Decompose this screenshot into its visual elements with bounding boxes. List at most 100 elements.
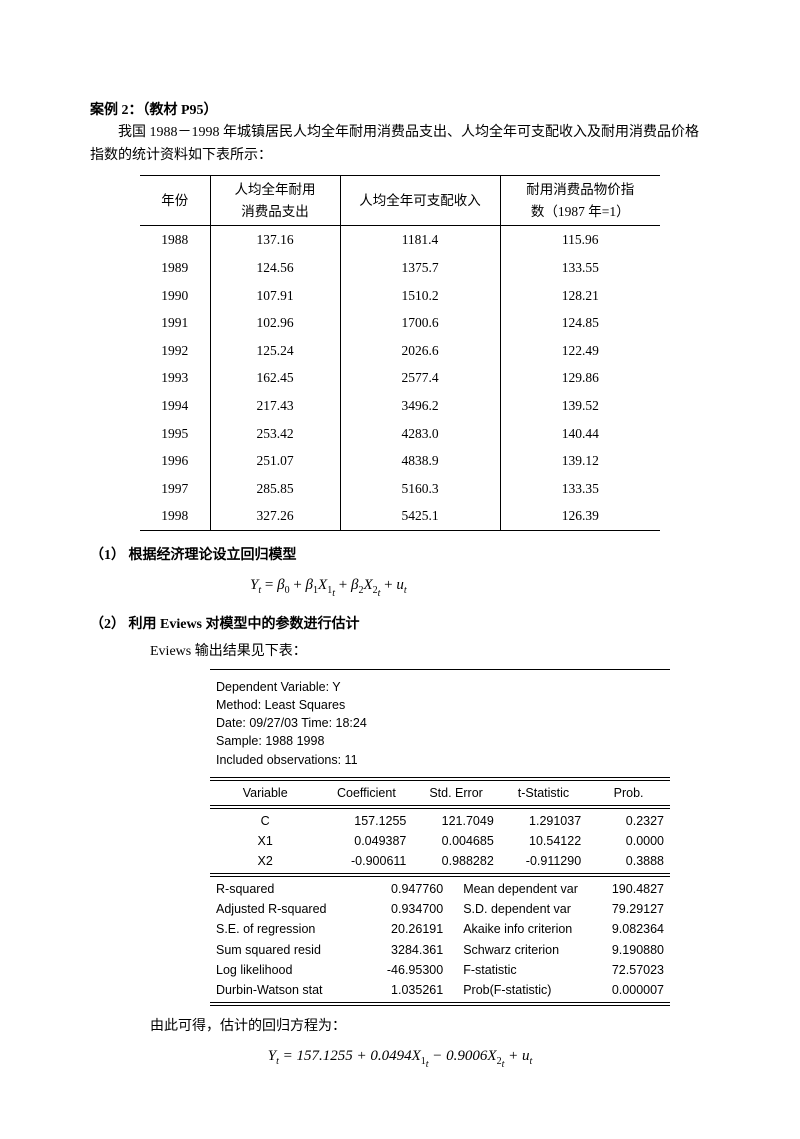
- table-cell: 1181.4: [340, 226, 500, 254]
- ev-h-se: Std. Error: [412, 783, 499, 803]
- table-row: 1996251.074838.9139.12: [140, 447, 660, 475]
- table-cell: 4283.0: [340, 420, 500, 448]
- table-header-row: 年份 人均全年耐用消费品支出 人均全年可支配收入 耐用消费品物价指数（1987 …: [140, 176, 660, 226]
- model-equation: Yt = β0 + β1X1t + β2X2t + ut: [90, 573, 710, 602]
- table-cell: 162.45: [210, 364, 340, 392]
- table-cell: 1988: [140, 226, 210, 254]
- table-cell: 1993: [140, 364, 210, 392]
- ev-meta-line: Date: 09/27/03 Time: 18:24: [216, 714, 664, 732]
- table-cell: 1375.7: [340, 254, 500, 282]
- table-cell: 115.96: [500, 226, 660, 254]
- table-cell: 1997: [140, 475, 210, 503]
- conclusion-lead: 由此可得，估计的回归方程为：: [150, 1016, 710, 1038]
- eviews-output: Dependent Variable: YMethod: Least Squar…: [210, 669, 670, 1006]
- ev-meta-line: Included observations: 11: [216, 751, 664, 769]
- case-title: 案例 2：（教材 P95）: [90, 100, 710, 122]
- table-cell: 1991: [140, 309, 210, 337]
- eviews-coef-body: C 157.1255 121.7049 1.291037 0.2327 X1 0…: [210, 811, 670, 871]
- table-cell: 128.21: [500, 282, 660, 310]
- table-cell: 107.91: [210, 282, 340, 310]
- table-row: 1994217.433496.2139.52: [140, 392, 660, 420]
- ev-h-coef: Coefficient: [320, 783, 412, 803]
- ev-coef-row: X2 -0.900611 0.988282 -0.911290 0.3888: [210, 851, 670, 871]
- table-cell: 1990: [140, 282, 210, 310]
- table-cell: 1510.2: [340, 282, 500, 310]
- table-row: 1988137.161181.4115.96: [140, 226, 660, 254]
- ev-stat-row: S.E. of regression 20.26191 Akaike info …: [210, 919, 670, 939]
- table-cell: 133.55: [500, 254, 660, 282]
- section-1-label: （1）: [90, 548, 125, 563]
- col-income: 人均全年可支配收入: [340, 176, 500, 226]
- col-year: 年份: [140, 176, 210, 226]
- table-row: 1993162.452577.4129.86: [140, 364, 660, 392]
- eviews-meta: Dependent Variable: YMethod: Least Squar…: [210, 676, 670, 775]
- section-2-subtitle: Eviews 输出结果见下表：: [90, 641, 710, 663]
- table-cell: 4838.9: [340, 447, 500, 475]
- data-table: 年份 人均全年耐用消费品支出 人均全年可支配收入 耐用消费品物价指数（1987 …: [140, 175, 660, 531]
- table-cell: 251.07: [210, 447, 340, 475]
- ev-h-var: Variable: [210, 783, 320, 803]
- ev-stat-row: Sum squared resid 3284.361 Schwarz crite…: [210, 940, 670, 960]
- table-cell: 124.85: [500, 309, 660, 337]
- table-cell: 139.12: [500, 447, 660, 475]
- ev-h-p: Prob.: [587, 783, 670, 803]
- table-cell: 126.39: [500, 502, 660, 530]
- eviews-coef-table: Variable Coefficient Std. Error t-Statis…: [210, 783, 670, 803]
- ev-coef-row: X1 0.049387 0.004685 10.54122 0.0000: [210, 831, 670, 851]
- table-cell: 1994: [140, 392, 210, 420]
- ev-h-t: t-Statistic: [500, 783, 587, 803]
- table-row: 1995253.424283.0140.44: [140, 420, 660, 448]
- table-cell: 102.96: [210, 309, 340, 337]
- table-cell: 1992: [140, 337, 210, 365]
- ev-stat-row: Log likelihood -46.95300 F-statistic 72.…: [210, 960, 670, 980]
- table-cell: 3496.2: [340, 392, 500, 420]
- table-cell: 133.35: [500, 475, 660, 503]
- table-cell: 2026.6: [340, 337, 500, 365]
- table-cell: 1995: [140, 420, 210, 448]
- table-cell: 1998: [140, 502, 210, 530]
- table-cell: 122.49: [500, 337, 660, 365]
- table-cell: 253.42: [210, 420, 340, 448]
- table-cell: 2577.4: [340, 364, 500, 392]
- eviews-stats: R-squared 0.947760 Mean dependent var 19…: [210, 879, 670, 1000]
- table-cell: 217.43: [210, 392, 340, 420]
- ev-meta-line: Sample: 1988 1998: [216, 732, 664, 750]
- ev-meta-line: Method: Least Squares: [216, 696, 664, 714]
- table-cell: 1996: [140, 447, 210, 475]
- document-body: 案例 2：（教材 P95） 我国 1988－1998 年城镇居民人均全年耐用消费…: [90, 100, 710, 1073]
- result-equation: Yt = 157.1255 + 0.0494X1t − 0.9006X2t + …: [90, 1044, 710, 1073]
- table-row: 1998327.265425.1126.39: [140, 502, 660, 530]
- section-2: （2） 利用 Eviews 对模型中的参数进行估计: [90, 614, 710, 636]
- table-cell: 140.44: [500, 420, 660, 448]
- ev-stat-row: Durbin-Watson stat 1.035261 Prob(F-stati…: [210, 980, 670, 1000]
- table-body: 1988137.161181.4115.961989124.561375.713…: [140, 226, 660, 531]
- table-row: 1992125.242026.6122.49: [140, 337, 660, 365]
- ev-meta-line: Dependent Variable: Y: [216, 678, 664, 696]
- section-1: （1） 根据经济理论设立回归模型: [90, 545, 710, 567]
- table-cell: 129.86: [500, 364, 660, 392]
- table-row: 1990107.911510.2128.21: [140, 282, 660, 310]
- section-1-title: 根据经济理论设立回归模型: [129, 548, 297, 563]
- table-cell: 137.16: [210, 226, 340, 254]
- table-cell: 125.24: [210, 337, 340, 365]
- intro-text: 我国 1988－1998 年城镇居民人均全年耐用消费品支出、人均全年可支配收入及…: [90, 122, 710, 167]
- ev-stat-row: R-squared 0.947760 Mean dependent var 19…: [210, 879, 670, 899]
- col-expense: 人均全年耐用消费品支出: [210, 176, 340, 226]
- table-cell: 5425.1: [340, 502, 500, 530]
- col-price-index: 耐用消费品物价指数（1987 年=1）: [500, 176, 660, 226]
- table-cell: 139.52: [500, 392, 660, 420]
- table-cell: 1700.6: [340, 309, 500, 337]
- ev-coef-header: Variable Coefficient Std. Error t-Statis…: [210, 783, 670, 803]
- table-cell: 327.26: [210, 502, 340, 530]
- table-cell: 124.56: [210, 254, 340, 282]
- table-cell: 5160.3: [340, 475, 500, 503]
- section-2-title: 利用 Eviews 对模型中的参数进行估计: [129, 617, 360, 632]
- table-cell: 285.85: [210, 475, 340, 503]
- table-row: 1991102.961700.6124.85: [140, 309, 660, 337]
- ev-coef-row: C 157.1255 121.7049 1.291037 0.2327: [210, 811, 670, 831]
- section-2-label: （2）: [90, 617, 125, 632]
- table-cell: 1989: [140, 254, 210, 282]
- table-row: 1989124.561375.7133.55: [140, 254, 660, 282]
- ev-stat-row: Adjusted R-squared 0.934700 S.D. depende…: [210, 899, 670, 919]
- table-row: 1997285.855160.3133.35: [140, 475, 660, 503]
